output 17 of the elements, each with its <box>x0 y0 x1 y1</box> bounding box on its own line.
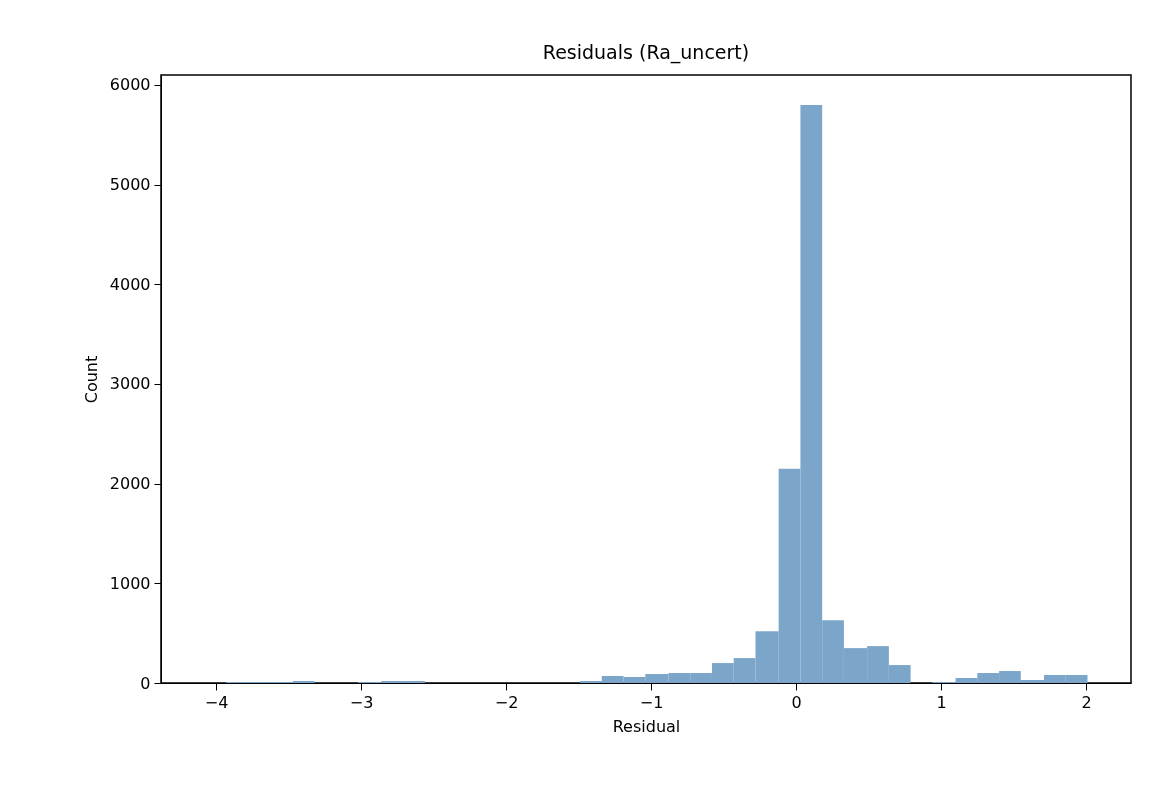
y-tick-label: 6000 <box>109 75 151 95</box>
x-tick-label: 0 <box>791 692 802 712</box>
y-tick-label: 4000 <box>109 274 151 294</box>
x-tick-label: 2 <box>1081 692 1092 712</box>
y-tick-label: 2000 <box>109 474 151 494</box>
y-tick-label: 1000 <box>109 573 151 593</box>
x-tick-label: −3 <box>349 692 374 712</box>
y-axis-title: Count <box>81 355 101 404</box>
x-tick-label: 1 <box>936 692 947 712</box>
x-tick-label: −4 <box>204 692 229 712</box>
y-tick-label: 3000 <box>109 374 151 394</box>
x-tick-label: −2 <box>494 692 519 712</box>
y-tick-label: 0 <box>140 673 151 693</box>
y-tick-label: 5000 <box>109 175 151 195</box>
x-axis-title: Residual <box>612 716 681 736</box>
chart-title: Residuals (Ra_uncert) <box>542 41 750 64</box>
x-tick-label: −1 <box>639 692 664 712</box>
